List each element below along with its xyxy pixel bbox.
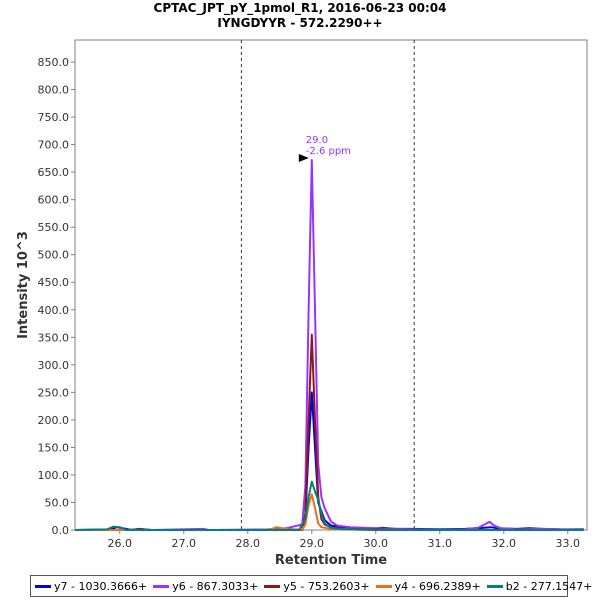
chromatogram-plot: 0.0 50.0 100.0 150.0 200.0 250.0 300.0 350.0 400… [16, 39, 588, 568]
peak-label-ppm: -2.6 ppm [306, 146, 351, 157]
y-tick-label: 50.0 [45, 496, 70, 509]
y-tick-label: 750.0 [38, 111, 70, 124]
legend-item: b2 - 277.1547+ [486, 579, 593, 593]
y-axis-label: Intensity 10^3 [16, 231, 31, 339]
peak-marker [298, 154, 309, 163]
chart-title: CPTAC_JPT_pY_1pmol_R1, 2016-06-23 00:04 [153, 1, 447, 15]
legend-label: b2 - 277.1547+ [505, 579, 593, 593]
legend-swatch [35, 584, 51, 588]
y-tick-label: 350.0 [38, 331, 70, 344]
y-tick-label: 0.0 [52, 524, 70, 537]
legend-swatch [375, 584, 392, 588]
chart-subtitle: IYNGDYYR - 572.2290++ [217, 16, 383, 30]
legend-item: y4 - 696.2389+ [375, 579, 481, 593]
y-tick-label: 200.0 [38, 414, 70, 427]
x-axis-label: Retention Time [275, 553, 387, 568]
y-tick-label: 850.0 [38, 56, 70, 69]
legend-swatch [264, 584, 281, 588]
x-tick-label: 32.0 [492, 537, 517, 550]
y-tick-label: 650.0 [38, 166, 70, 179]
y-tick-label: 100.0 [38, 469, 70, 482]
legend-label: y4 - 696.2389+ [394, 579, 481, 593]
y-tick-label: 600.0 [38, 194, 70, 207]
y-tick-label: 400.0 [38, 304, 70, 317]
legend-item: y5 - 753.2603+ [264, 579, 370, 593]
y-tick-label: 300.0 [38, 359, 70, 372]
legend-item: y7 - 1030.3666+ [35, 580, 147, 593]
y-tick-label: 550.0 [38, 221, 70, 234]
legend-label: y7 - 1030.3666+ [54, 579, 148, 593]
x-tick-label: 29.0 [300, 537, 325, 550]
x-tick-label: 27.0 [172, 537, 197, 550]
y-tick-label: 500.0 [38, 249, 70, 262]
legend-swatch [486, 584, 503, 588]
y-tick-label: 800.0 [38, 84, 70, 97]
series-line [74, 480, 584, 531]
chart-legend: y7 - 1030.3666+ y6 - 867.3033+ y5 - 753.26… [30, 575, 592, 597]
plot-frame [74, 39, 588, 531]
x-tick-label: 31.0 [428, 537, 453, 550]
x-tick-label: 33.0 [556, 537, 581, 550]
x-tick-label: 26.0 [108, 537, 133, 550]
legend-label: y5 - 753.2603+ [283, 579, 370, 593]
x-tick-label: 30.0 [364, 537, 389, 550]
y-tick-label: 700.0 [38, 139, 70, 152]
y-tick-label: 250.0 [38, 386, 70, 399]
x-tick-label: 28.0 [236, 537, 261, 550]
y-tick-label: 150.0 [38, 441, 70, 454]
y-tick-label: 450.0 [38, 276, 70, 289]
legend-swatch [153, 584, 170, 588]
legend-label: y6 - 867.3033+ [172, 579, 259, 593]
legend-item: y6 - 867.3033+ [153, 580, 258, 593]
peak-label-time: 29.0 [306, 135, 328, 146]
